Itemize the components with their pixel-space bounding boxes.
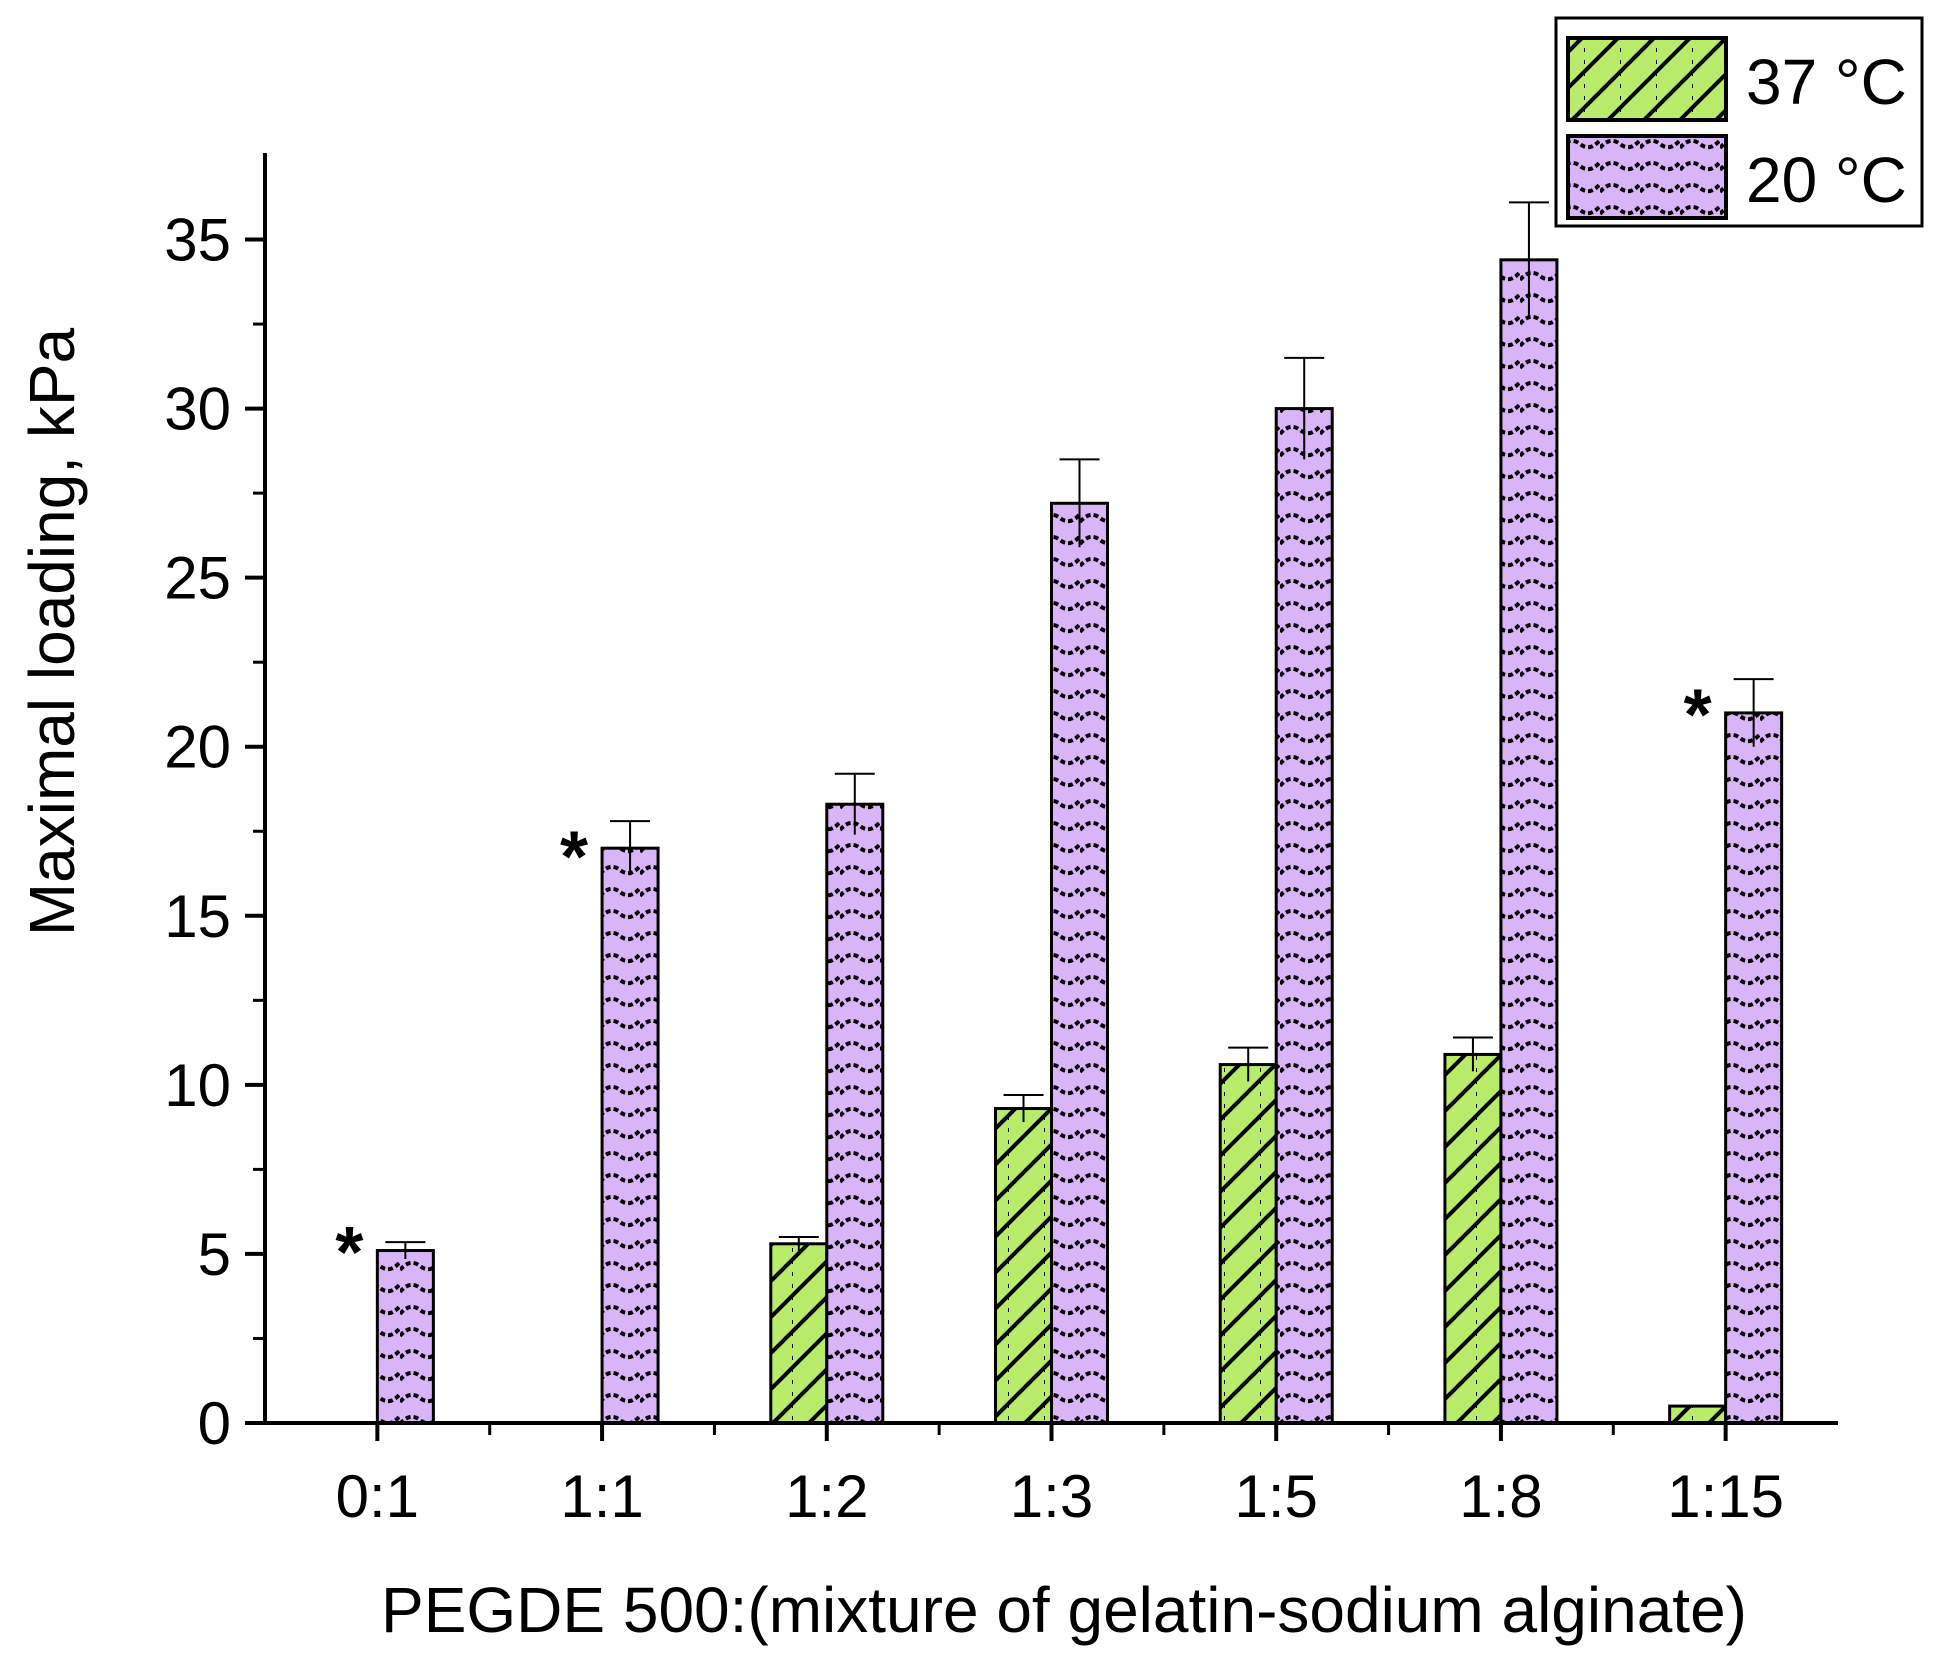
x-tick-label-0-1: 0:1 <box>336 1463 419 1530</box>
bar-37c-1-2 <box>769 1242 829 1425</box>
y-tick-label-15: 15 <box>164 883 231 950</box>
significance-star-1-15: * <box>1684 675 1712 755</box>
bar-20c-1-1 <box>600 846 660 1425</box>
y-tick-label-30: 30 <box>164 376 231 443</box>
y-tick-label-35: 35 <box>164 207 231 274</box>
x-tick-label-1-5: 1:5 <box>1235 1463 1318 1530</box>
legend-label-20c: 20 °C <box>1746 144 1907 216</box>
y-tick-label-0: 0 <box>198 1390 231 1457</box>
bar-20c-1-8 <box>1499 258 1559 1425</box>
bar-37c-1-15 <box>1668 1404 1728 1425</box>
y-tick-label-20: 20 <box>164 714 231 781</box>
bar-20c-1-3 <box>1050 501 1109 1425</box>
bar-20c-0-1 <box>375 1249 435 1425</box>
y-tick-label-10: 10 <box>164 1052 231 1119</box>
series-37c-bars <box>769 1052 1728 1425</box>
x-tick-label-1-1: 1:1 <box>560 1463 643 1530</box>
bar-20c-1-2 <box>825 802 885 1425</box>
legend: 37 °C 20 °C <box>1554 16 1924 228</box>
bar-37c-1-3 <box>994 1107 1053 1425</box>
legend-swatch-37c <box>1566 36 1728 122</box>
x-tick-label-1-2: 1:2 <box>785 1463 868 1530</box>
bar-37c-1-5 <box>1218 1063 1278 1425</box>
bar-20c-1-5 <box>1274 407 1334 1425</box>
bar-20c-1-15 <box>1724 711 1784 1425</box>
y-tick-label-25: 25 <box>164 545 231 612</box>
y-axis-ticks: 0 5 10 15 20 25 30 35 <box>164 207 265 1457</box>
legend-swatch-20c <box>1566 134 1728 220</box>
x-tick-label-1-15: 1:15 <box>1667 1463 1784 1530</box>
significance-star-0-1: * <box>335 1213 363 1293</box>
x-tick-label-1-3: 1:3 <box>1010 1463 1093 1530</box>
x-tick-label-1-8: 1:8 <box>1459 1463 1542 1530</box>
significance-star-1-1: * <box>560 817 588 897</box>
x-axis-ticks: 0:1 1:1 1:2 1:3 1:5 1:8 1:15 <box>336 1423 1784 1530</box>
y-axis-title: Maximal loading, kPa <box>16 327 88 936</box>
legend-label-37c: 37 °C <box>1746 46 1907 118</box>
x-axis-title: PEGDE 500:(mixture of gelatin-sodium alg… <box>381 1574 1747 1646</box>
y-tick-label-5: 5 <box>198 1221 231 1288</box>
significance-markers: * * * <box>335 675 1711 1293</box>
bar-37c-1-8 <box>1443 1052 1503 1425</box>
error-bars <box>385 201 1774 1260</box>
